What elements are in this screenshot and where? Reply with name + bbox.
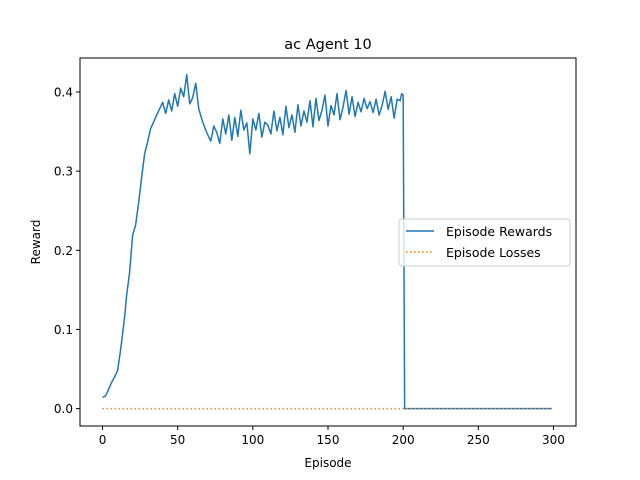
x-tick-label: 300 — [542, 433, 565, 447]
x-axis-title: Episode — [304, 456, 351, 470]
y-tick-label: 0.1 — [54, 323, 73, 337]
series-layer — [102, 73, 552, 410]
x-tick-label: 0 — [99, 433, 107, 447]
x-tick-label: 150 — [317, 433, 340, 447]
y-tick-label: 0.4 — [54, 86, 73, 100]
y-tick-label: 0.3 — [54, 165, 73, 179]
chart-title: ac Agent 10 — [284, 37, 371, 53]
legend-label-episode-losses: Episode Losses — [446, 245, 541, 260]
x-tick-label: 200 — [392, 433, 415, 447]
legend-box — [398, 218, 571, 267]
x-tick-label: 250 — [467, 433, 490, 447]
series-line-episode-rewards — [102, 73, 552, 410]
legend-label-episode-rewards: Episode Rewards — [446, 224, 552, 239]
x-tick-label: 50 — [170, 433, 185, 447]
x-axis: 0 50 100 150 200 250 300 — [99, 426, 565, 447]
y-axis-title: Reward — [29, 220, 43, 265]
y-tick-label: 0.0 — [54, 402, 73, 416]
legend: Episode Rewards Episode Losses — [398, 218, 571, 267]
x-tick-label: 100 — [241, 433, 264, 447]
y-tick-label: 0.2 — [54, 244, 73, 258]
y-axis: 0.0 0.1 0.2 0.3 0.4 — [54, 86, 80, 416]
